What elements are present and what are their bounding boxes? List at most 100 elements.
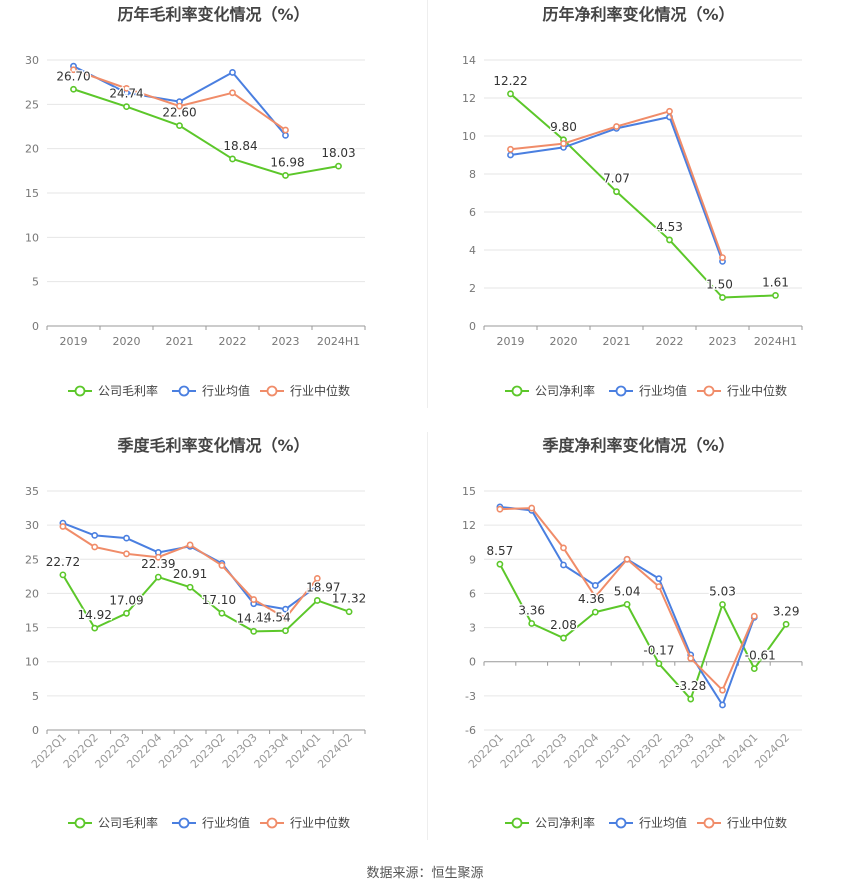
data-label: 3.36	[518, 603, 545, 617]
series-point	[591, 582, 599, 589]
y-tick-label: 35	[25, 485, 39, 498]
legend-item: 行业均值	[172, 815, 250, 830]
y-tick-label: 0	[469, 320, 476, 333]
legend-item: 行业均值	[609, 815, 687, 830]
y-tick-label: 30	[25, 519, 39, 532]
y-tick-label: 10	[25, 231, 39, 244]
y-tick-label: 6	[469, 587, 476, 600]
series-point	[591, 593, 599, 601]
series-point	[560, 140, 567, 147]
series-point	[91, 531, 99, 539]
series-point	[655, 660, 663, 668]
y-tick-label: 3	[469, 622, 476, 635]
x-tick-label: 2022	[219, 335, 247, 348]
x-tick-label: 2020	[113, 335, 141, 348]
series-point	[750, 612, 758, 620]
data-label: 18.84	[223, 139, 257, 153]
x-tick-label: 2024Q2	[752, 731, 792, 771]
legend-label: 公司毛利率	[98, 815, 158, 830]
chart-svg-quarterly-gross-margin: 季度毛利率变化情况（%） 0 5 10 15 20 25 30 35 2022Q12022Q220…	[25, 436, 368, 830]
data-label: 5.04	[614, 584, 641, 598]
series-point	[282, 605, 289, 613]
data-label: 9.80	[550, 120, 577, 134]
legend: 公司净利率 行业均值 行业中位数	[505, 383, 787, 398]
legend-marker-icon	[703, 817, 715, 829]
series-line	[499, 563, 787, 701]
chart-panel-quarterly-net-margin: 季度净利率变化情况（%） -6 -3 0 3 6 9 12 15 2022Q1 2022Q2 2022…	[427, 430, 850, 850]
series-point	[655, 575, 663, 583]
vertical-divider-bottom	[427, 432, 428, 840]
series-0	[507, 90, 779, 301]
legend-marker-icon	[178, 817, 190, 829]
y-axis-ticks: 0 5 10 15 20 25 30 35	[25, 485, 39, 737]
series-point	[282, 172, 289, 179]
legend-label: 公司净利率	[535, 383, 595, 398]
series-1	[70, 62, 289, 139]
series-line	[509, 93, 776, 299]
series-point	[687, 695, 695, 703]
data-label: -3.28	[675, 679, 706, 693]
series-point	[123, 534, 130, 542]
chart-title: 历年毛利率变化情况（%）	[117, 5, 309, 24]
x-tick-label: 2021	[166, 335, 194, 348]
legend-item: 行业中位数	[260, 815, 350, 830]
legend-marker-icon	[74, 817, 86, 829]
data-label: 2.08	[550, 618, 577, 632]
data-label: 17.32	[332, 592, 366, 606]
vertical-divider-top	[427, 0, 428, 408]
x-tick-label: 2024H1	[317, 335, 360, 348]
chart-title: 历年净利率变化情况（%）	[542, 5, 734, 24]
legend-item: 公司净利率	[505, 815, 595, 830]
series-point	[528, 504, 536, 512]
series-point	[345, 608, 353, 616]
series-point	[154, 553, 162, 561]
y-tick-label: 0	[32, 320, 39, 333]
y-axis-ticks: 0 2 4 6 8 10 12 14	[462, 54, 476, 333]
data-label: 18.03	[321, 146, 355, 160]
data-label: 22.60	[162, 106, 196, 120]
legend-item: 公司毛利率	[68, 815, 158, 830]
data-label: -0.17	[643, 644, 674, 658]
series-point	[507, 145, 514, 153]
series-point	[613, 123, 620, 130]
x-tick-label: 2023	[272, 335, 300, 348]
data-label: 22.72	[46, 555, 80, 569]
series-point	[282, 627, 289, 635]
y-tick-label: 25	[25, 553, 39, 566]
legend-label: 行业均值	[639, 383, 687, 398]
y-tick-label: 6	[469, 206, 476, 219]
series-point	[123, 609, 130, 617]
legend-label: 行业均值	[202, 815, 250, 830]
legend-marker-icon	[511, 385, 523, 397]
y-tick-label: 15	[25, 622, 39, 635]
series-point	[719, 254, 726, 261]
legend-item: 行业中位数	[697, 815, 787, 830]
series-point	[507, 90, 514, 98]
series-point	[59, 523, 67, 530]
series-point	[687, 654, 695, 662]
series-point	[250, 596, 258, 603]
data-label: 4.53	[656, 220, 683, 234]
x-tick-label: 2022	[656, 335, 684, 348]
data-label: 3.29	[773, 604, 800, 618]
series-line	[62, 522, 318, 611]
legend-label: 行业中位数	[727, 815, 787, 830]
data-label: 8.57	[487, 544, 514, 558]
series-point	[313, 575, 321, 582]
data-labels: 12.22 9.80 7.07 4.53 1.50 1.61	[492, 73, 790, 293]
legend-item: 行业中位数	[260, 383, 350, 398]
y-tick-label: 20	[25, 587, 39, 600]
x-axis-ticks: 2022Q12022Q22022Q32022Q42023Q12023Q22023…	[466, 661, 803, 771]
data-label: -0.61	[745, 649, 776, 663]
y-axis-ticks: 0 5 10 15 20 25 30	[25, 54, 39, 333]
series-point	[218, 609, 226, 617]
legend-label: 行业均值	[639, 815, 687, 830]
series-0	[70, 85, 342, 179]
legend: 公司毛利率 行业均值 行业中位数	[68, 383, 350, 398]
data-label: 1.61	[762, 275, 789, 289]
series-1	[59, 519, 321, 613]
series-point	[91, 543, 99, 551]
y-tick-label: 30	[25, 54, 39, 67]
data-label: 4.36	[578, 592, 605, 606]
